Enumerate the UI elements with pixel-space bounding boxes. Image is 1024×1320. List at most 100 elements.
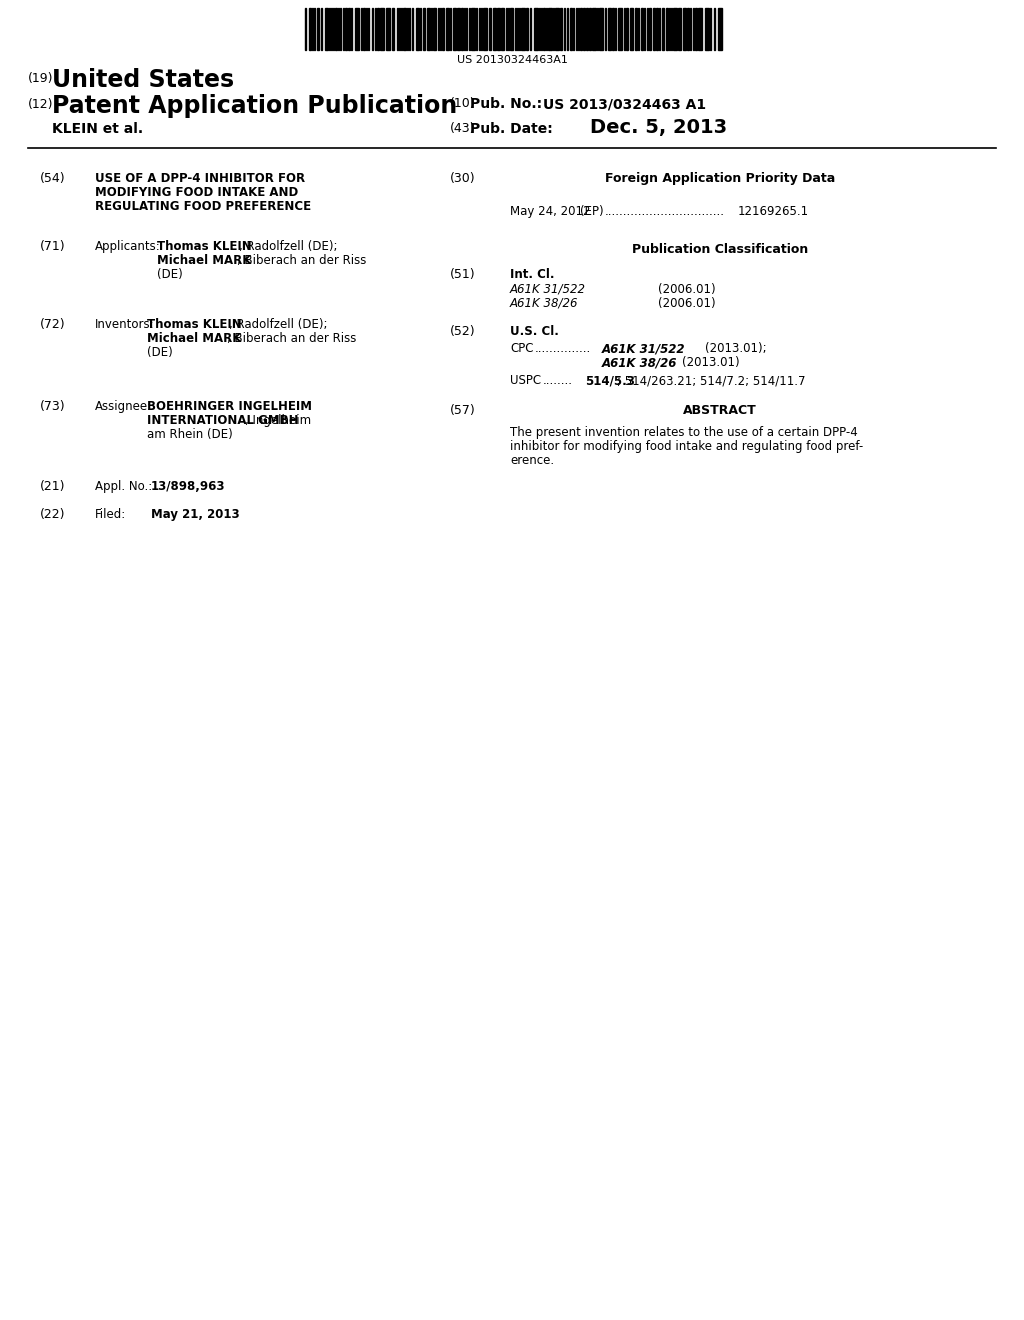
Text: inhibitor for modifying food intake and regulating food pref-: inhibitor for modifying food intake and … bbox=[510, 440, 863, 453]
Bar bbox=[377, 8, 379, 50]
Bar bbox=[348, 8, 350, 50]
Bar bbox=[386, 8, 390, 50]
Text: Assignee:: Assignee: bbox=[95, 400, 153, 413]
Bar bbox=[427, 8, 430, 50]
Bar bbox=[521, 8, 525, 50]
Text: am Rhein (DE): am Rhein (DE) bbox=[147, 428, 232, 441]
Bar bbox=[483, 8, 487, 50]
Text: A61K 38/26: A61K 38/26 bbox=[602, 356, 677, 370]
Text: , Biberach an der Riss: , Biberach an der Riss bbox=[237, 253, 367, 267]
Bar bbox=[355, 8, 359, 50]
Bar bbox=[453, 8, 456, 50]
Bar bbox=[678, 8, 681, 50]
Text: May 24, 2012: May 24, 2012 bbox=[510, 205, 591, 218]
Bar bbox=[618, 8, 622, 50]
Text: (DE): (DE) bbox=[147, 346, 173, 359]
Text: (21): (21) bbox=[40, 480, 66, 492]
Bar bbox=[493, 8, 496, 50]
Bar bbox=[501, 8, 504, 50]
Bar bbox=[471, 8, 475, 50]
Bar bbox=[335, 8, 337, 50]
Text: U.S. Cl.: U.S. Cl. bbox=[510, 325, 559, 338]
Bar bbox=[656, 8, 658, 50]
Bar bbox=[423, 8, 425, 50]
Bar bbox=[560, 8, 562, 50]
Text: , Ingelheim: , Ingelheim bbox=[245, 414, 311, 426]
Bar bbox=[683, 8, 686, 50]
Text: REGULATING FOOD PREFERENCE: REGULATING FOOD PREFERENCE bbox=[95, 201, 311, 213]
Bar bbox=[555, 8, 559, 50]
Text: INTERNATIONAL GMBH: INTERNATIONAL GMBH bbox=[147, 414, 299, 426]
Text: 12169265.1: 12169265.1 bbox=[738, 205, 809, 218]
Text: KLEIN et al.: KLEIN et al. bbox=[52, 121, 143, 136]
Text: US 20130324463A1: US 20130324463A1 bbox=[457, 55, 567, 65]
Text: , Radolfzell (DE);: , Radolfzell (DE); bbox=[229, 318, 328, 331]
Bar bbox=[612, 8, 614, 50]
Text: ........: ........ bbox=[543, 374, 573, 387]
Text: (2013.01);: (2013.01); bbox=[705, 342, 767, 355]
Text: Thomas KLEIN: Thomas KLEIN bbox=[157, 240, 252, 253]
Bar bbox=[608, 8, 611, 50]
Bar bbox=[461, 8, 463, 50]
Bar bbox=[325, 8, 328, 50]
Bar bbox=[630, 8, 633, 50]
Bar bbox=[695, 8, 697, 50]
Text: A61K 38/26: A61K 38/26 bbox=[510, 297, 579, 310]
Bar bbox=[698, 8, 702, 50]
Text: (2006.01): (2006.01) bbox=[658, 282, 716, 296]
Text: (54): (54) bbox=[40, 172, 66, 185]
Text: The present invention relates to the use of a certain DPP-4: The present invention relates to the use… bbox=[510, 426, 858, 440]
Bar bbox=[718, 8, 722, 50]
Bar bbox=[446, 8, 449, 50]
Bar bbox=[497, 8, 500, 50]
Bar bbox=[317, 8, 319, 50]
Text: A61K 31/522: A61K 31/522 bbox=[510, 282, 586, 296]
Text: USPC: USPC bbox=[510, 374, 541, 387]
Text: (2006.01): (2006.01) bbox=[658, 297, 716, 310]
Bar bbox=[649, 8, 651, 50]
Text: ABSTRACT: ABSTRACT bbox=[683, 404, 757, 417]
Text: (43): (43) bbox=[450, 121, 475, 135]
Text: ...............: ............... bbox=[535, 342, 591, 355]
Text: (10): (10) bbox=[450, 96, 475, 110]
Text: ; 514/263.21; 514/7.2; 514/11.7: ; 514/263.21; 514/7.2; 514/11.7 bbox=[617, 374, 806, 387]
Text: Appl. No.:: Appl. No.: bbox=[95, 480, 153, 492]
Text: Pub. No.:: Pub. No.: bbox=[470, 96, 542, 111]
Text: (2013.01): (2013.01) bbox=[682, 356, 739, 370]
Bar bbox=[687, 8, 689, 50]
Text: BOEHRINGER INGELHEIM: BOEHRINGER INGELHEIM bbox=[147, 400, 312, 413]
Text: 514/5.3: 514/5.3 bbox=[585, 374, 635, 387]
Text: Michael MARK: Michael MARK bbox=[157, 253, 251, 267]
Text: United States: United States bbox=[52, 69, 234, 92]
Bar bbox=[309, 8, 311, 50]
Text: (57): (57) bbox=[450, 404, 476, 417]
Text: (51): (51) bbox=[450, 268, 475, 281]
Bar bbox=[589, 8, 591, 50]
Bar bbox=[635, 8, 637, 50]
Bar bbox=[673, 8, 677, 50]
Text: Publication Classification: Publication Classification bbox=[632, 243, 808, 256]
Bar bbox=[662, 8, 664, 50]
Bar bbox=[489, 8, 490, 50]
Bar bbox=[548, 8, 552, 50]
Text: ................................: ................................ bbox=[605, 205, 725, 218]
Text: Int. Cl.: Int. Cl. bbox=[510, 268, 555, 281]
Bar bbox=[534, 8, 538, 50]
Text: (73): (73) bbox=[40, 400, 66, 413]
Text: erence.: erence. bbox=[510, 454, 554, 467]
Text: Dec. 5, 2013: Dec. 5, 2013 bbox=[590, 117, 727, 137]
Bar bbox=[526, 8, 528, 50]
Text: (52): (52) bbox=[450, 325, 475, 338]
Bar bbox=[592, 8, 596, 50]
Text: , Radolfzell (DE);: , Radolfzell (DE); bbox=[239, 240, 338, 253]
Bar bbox=[705, 8, 709, 50]
Bar bbox=[510, 8, 513, 50]
Text: (71): (71) bbox=[40, 240, 66, 253]
Text: Foreign Application Priority Data: Foreign Application Priority Data bbox=[605, 172, 836, 185]
Bar bbox=[392, 8, 394, 50]
Bar bbox=[543, 8, 545, 50]
Text: (12): (12) bbox=[28, 98, 53, 111]
Bar bbox=[345, 8, 347, 50]
Bar bbox=[653, 8, 655, 50]
Text: CPC: CPC bbox=[510, 342, 534, 355]
